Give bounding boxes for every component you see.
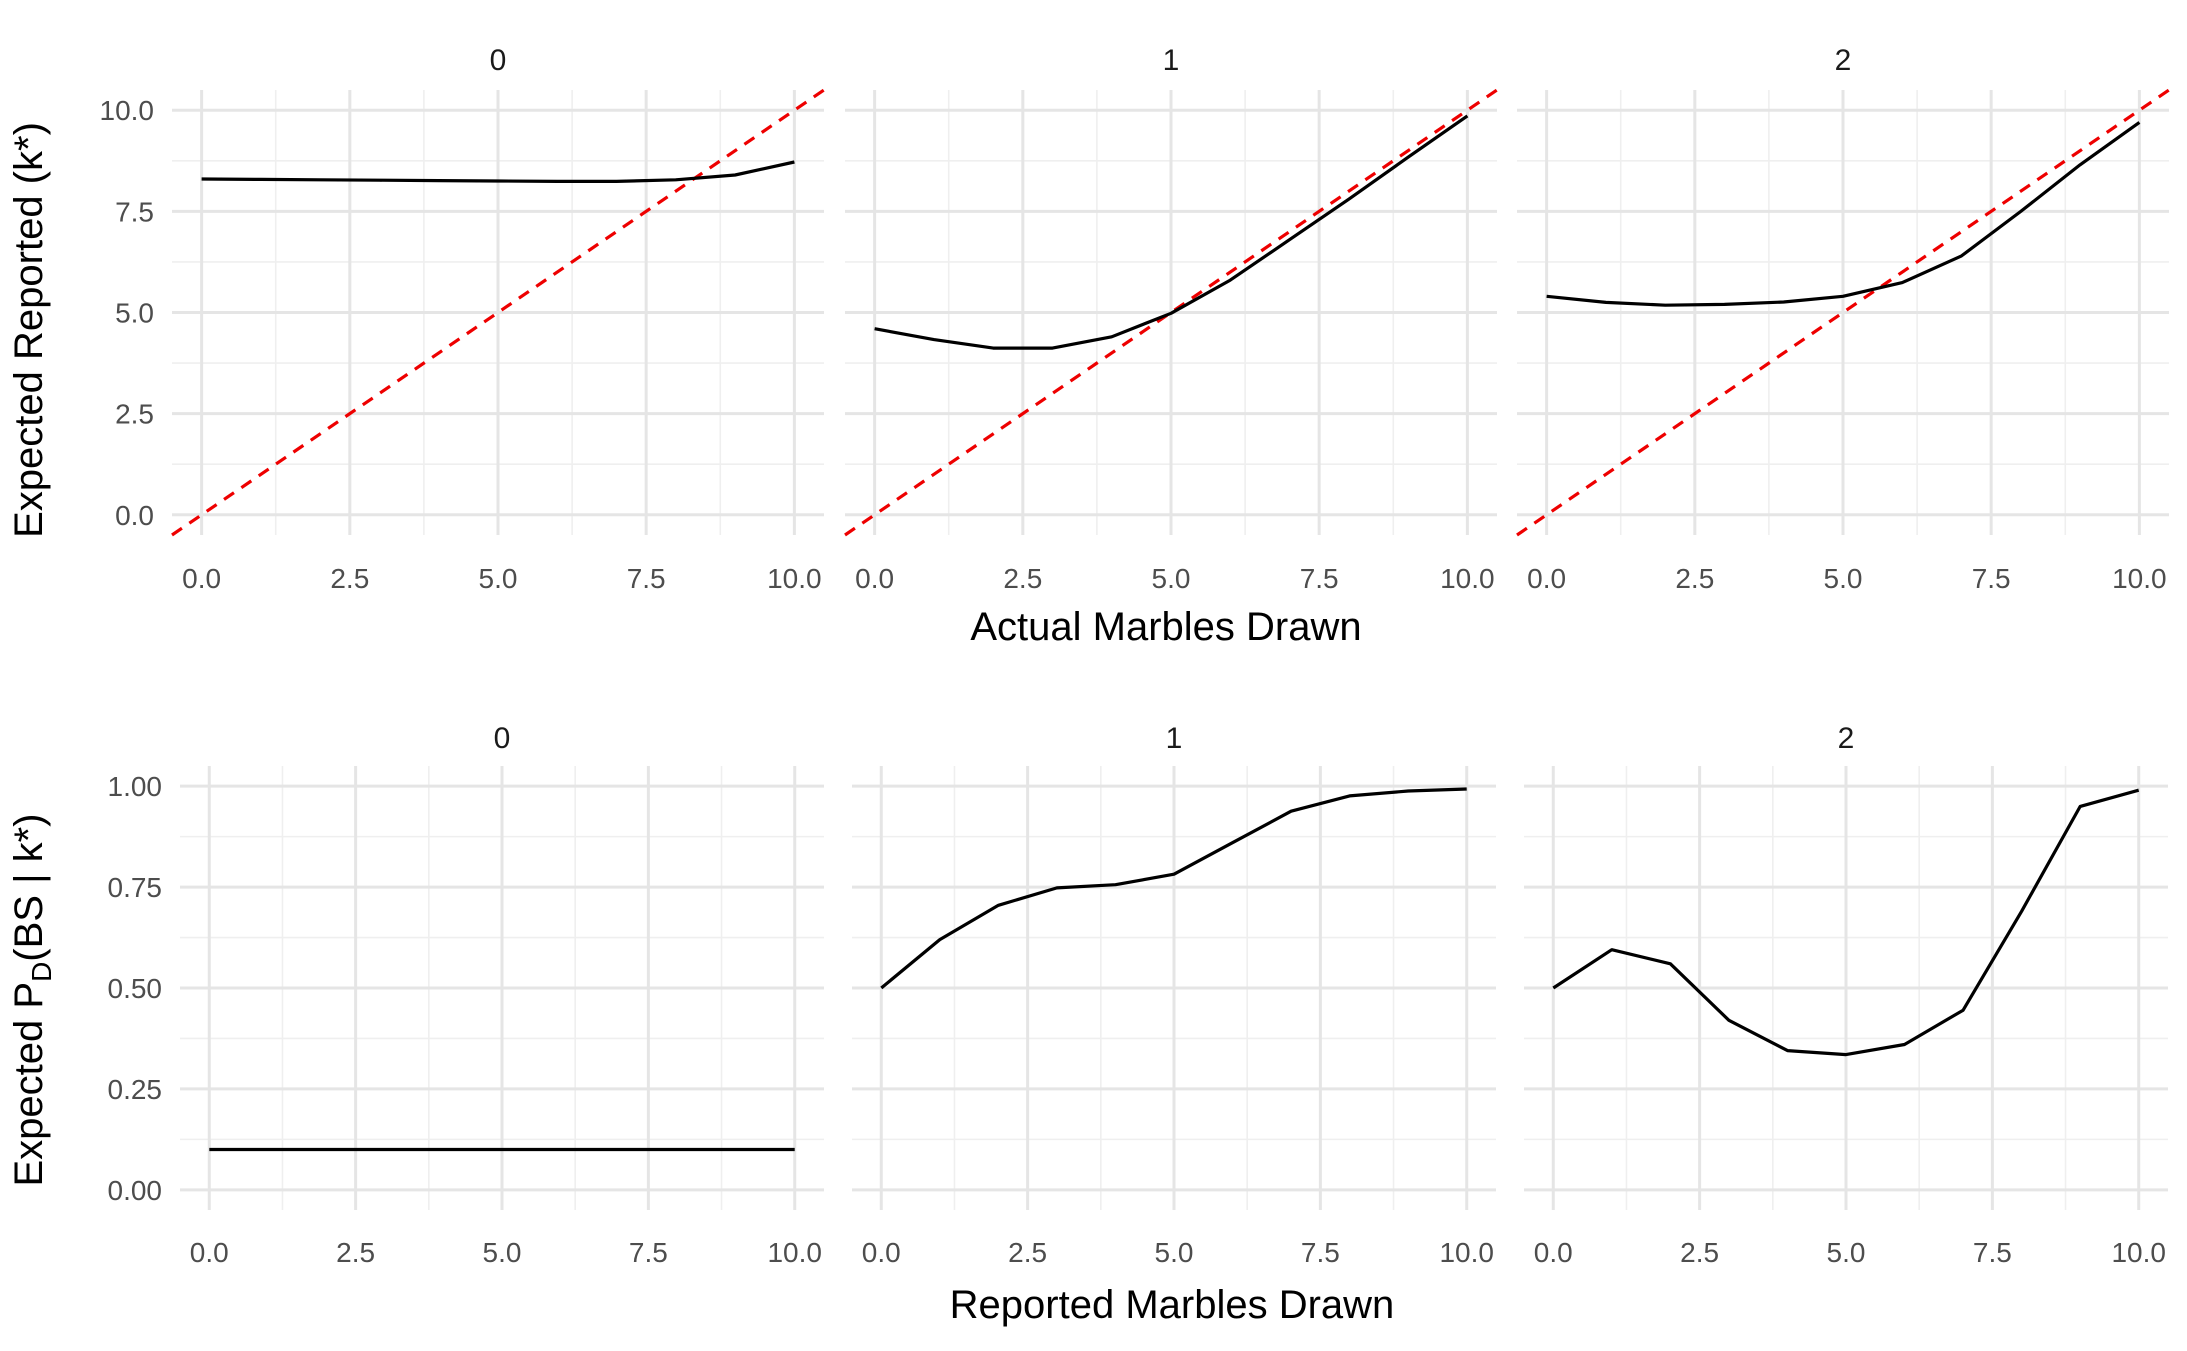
top-facet-row: 0.0 2.5 5.0 7.5 10.00.02.55.07.510.000.0 2.5 5… <box>100 44 2170 594</box>
bottom-y-axis-title-suffix: (BS | k*) <box>7 814 51 962</box>
facet-strip-label: 2 <box>1838 722 1855 755</box>
facet-panel-0-2: 0.0 2.5 5.0 7.5 10.0 2 <box>1516 44 2170 594</box>
identity-reference-line <box>171 88 825 537</box>
x-tick-label: 5.0 <box>1827 1237 1866 1268</box>
facet-strip-label: 0 <box>490 44 507 77</box>
x-tick-label: 7.5 <box>1973 1237 2012 1268</box>
facet-panel-1-1: 0.0 2.5 5.0 7.5 10.0 1 <box>852 722 1496 1268</box>
facet-strip-label: 1 <box>1163 44 1180 77</box>
x-tick-label: 2.5 <box>336 1237 375 1268</box>
series-line-facet-2 <box>1546 121 2141 307</box>
gridlines <box>1517 90 2169 535</box>
x-tick-label: 2.5 <box>1675 563 1714 594</box>
bottom-facet-row: 0.0 2.5 5.0 7.5 10.00.000.250.500.751.0000.0… <box>108 722 2168 1268</box>
x-tick-label: 10.0 <box>767 1237 822 1268</box>
x-tick-label: 0.0 <box>1534 1237 1573 1268</box>
facet-panel-0-0: 0.0 2.5 5.0 7.5 10.0 0.0 2.5 5.0 7.5 10.0 0 <box>100 44 825 594</box>
x-tick-label: 10.0 <box>1440 563 1495 594</box>
y-tick-label: 0.75 <box>108 872 163 903</box>
x-tick-label: 5.0 <box>1155 1237 1194 1268</box>
x-tick-label: 7.5 <box>627 563 666 594</box>
x-tick-label: 0.0 <box>1527 563 1566 594</box>
x-tick-label: 7.5 <box>1301 1237 1340 1268</box>
facet-panel-0-1: 0.0 2.5 5.0 7.5 10.0 1 <box>844 44 1498 594</box>
y-tick-label: 0.50 <box>108 973 163 1004</box>
x-tick-label: 0.0 <box>862 1237 901 1268</box>
gridlines <box>180 766 824 1210</box>
y-tick-label: 0.00 <box>108 1175 163 1206</box>
x-tick-label: 0.0 <box>182 563 221 594</box>
x-tick-label: 2.5 <box>1008 1237 1047 1268</box>
bottom-x-axis-title: Reported Marbles Drawn <box>950 1283 1395 1327</box>
gridlines <box>852 766 1496 1210</box>
facet-panel-1-2: 0.0 2.5 5.0 7.5 10.0 2 <box>1524 722 2168 1268</box>
bottom-y-axis-title: Expected PD(BS | k*) <box>7 814 57 1187</box>
x-tick-label: 5.0 <box>479 563 518 594</box>
y-tick-label: 1.00 <box>108 771 163 802</box>
bottom-y-axis-title-prefix: Expected P <box>7 982 51 1187</box>
y-tick-label: 0.0 <box>115 500 154 531</box>
x-tick-label: 5.0 <box>483 1237 522 1268</box>
x-tick-label: 5.0 <box>1824 563 1863 594</box>
top-x-axis-title: Actual Marbles Drawn <box>970 605 1361 649</box>
x-tick-label: 2.5 <box>1003 563 1042 594</box>
x-tick-label: 5.0 <box>1152 563 1191 594</box>
y-tick-label: 5.0 <box>115 298 154 329</box>
x-tick-label: 10.0 <box>2112 563 2167 594</box>
gridlines <box>172 90 824 535</box>
y-tick-label: 0.25 <box>108 1074 163 1105</box>
x-tick-label: 7.5 <box>1972 563 2011 594</box>
series-line-facet-0 <box>201 160 795 183</box>
identity-reference-line <box>1516 88 2170 537</box>
x-tick-label: 10.0 <box>1439 1237 1494 1268</box>
x-tick-label: 7.5 <box>1300 563 1339 594</box>
facet-strip-label: 0 <box>494 722 511 755</box>
x-tick-label: 7.5 <box>629 1237 668 1268</box>
y-tick-label: 7.5 <box>115 196 154 227</box>
facet-strip-label: 1 <box>1166 722 1183 755</box>
x-tick-label: 0.0 <box>855 563 894 594</box>
top-y-axis-title: Expected Reported (k*) <box>7 122 51 538</box>
y-tick-label: 10.0 <box>100 95 155 126</box>
series-line-facet-1 <box>874 114 1469 350</box>
series-line-facet-1 <box>880 787 1467 990</box>
identity-reference-line <box>844 88 1498 537</box>
facet-strip-label: 2 <box>1835 44 1852 77</box>
series-line-facet-2 <box>1552 788 2140 1057</box>
x-tick-label: 2.5 <box>330 563 369 594</box>
x-tick-label: 10.0 <box>2111 1237 2166 1268</box>
gridlines <box>1524 766 2168 1210</box>
x-tick-label: 10.0 <box>767 563 822 594</box>
x-tick-label: 2.5 <box>1680 1237 1719 1268</box>
bottom-y-axis-title-subscript: D <box>26 962 57 982</box>
y-tick-label: 2.5 <box>115 399 154 430</box>
x-tick-label: 0.0 <box>190 1237 229 1268</box>
facet-panel-1-0: 0.0 2.5 5.0 7.5 10.0 0.00 0.25 0.50 0.75 1.00 0 <box>108 722 824 1268</box>
